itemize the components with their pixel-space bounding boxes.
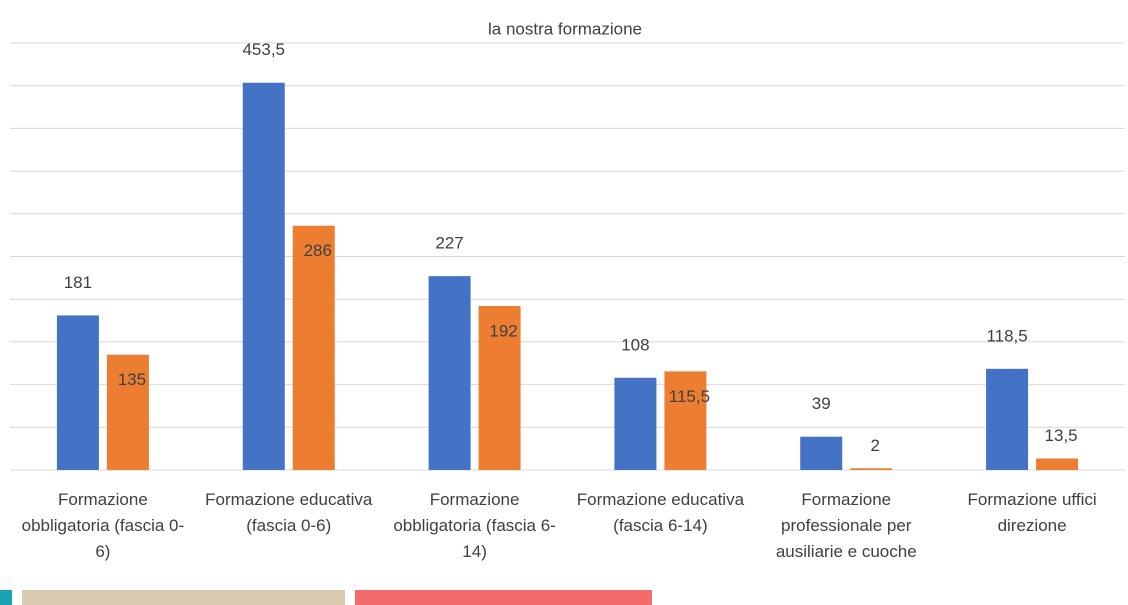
data-label: 39 bbox=[812, 394, 831, 413]
data-label: 453,5 bbox=[242, 40, 285, 59]
decor-square bbox=[0, 590, 12, 605]
bar bbox=[986, 368, 1029, 470]
x-tick-label: Formazione obbligatoria (fascia 6-14) bbox=[393, 490, 556, 561]
decor-banner bbox=[355, 590, 652, 605]
x-tick-label: Formazione educativa (fascia 6-14) bbox=[576, 490, 745, 535]
data-label: 181 bbox=[64, 273, 92, 292]
x-tick-label: Formazione professionale per ausiliarie … bbox=[775, 490, 917, 561]
data-label: 286 bbox=[304, 241, 332, 260]
data-label: 2 bbox=[871, 436, 880, 455]
bar bbox=[614, 377, 657, 470]
bar bbox=[292, 225, 335, 470]
decor-image bbox=[22, 590, 345, 605]
data-label: 13,5 bbox=[1045, 426, 1078, 445]
bar bbox=[664, 371, 707, 470]
bar bbox=[56, 315, 99, 470]
bar bbox=[106, 354, 149, 470]
chart-title: la nostra formazione bbox=[488, 19, 642, 38]
data-label: 135 bbox=[118, 370, 146, 389]
bar bbox=[850, 468, 893, 470]
data-label: 108 bbox=[621, 335, 649, 354]
data-label: 115,5 bbox=[669, 387, 710, 406]
bar bbox=[1036, 458, 1079, 470]
bar bbox=[428, 276, 471, 470]
data-label: 118,5 bbox=[986, 326, 1027, 345]
bar bbox=[478, 306, 521, 470]
x-tick-label: Formazione obbligatoria (fascia 0-6) bbox=[21, 490, 185, 561]
data-label: 192 bbox=[489, 322, 517, 341]
bar bbox=[242, 82, 285, 470]
x-tick-label: Formazione educativa (fascia 0-6) bbox=[205, 490, 373, 535]
x-tick-label: Formazione uffici direzione bbox=[967, 490, 1097, 535]
bar bbox=[800, 436, 843, 470]
data-label: 227 bbox=[435, 234, 463, 253]
